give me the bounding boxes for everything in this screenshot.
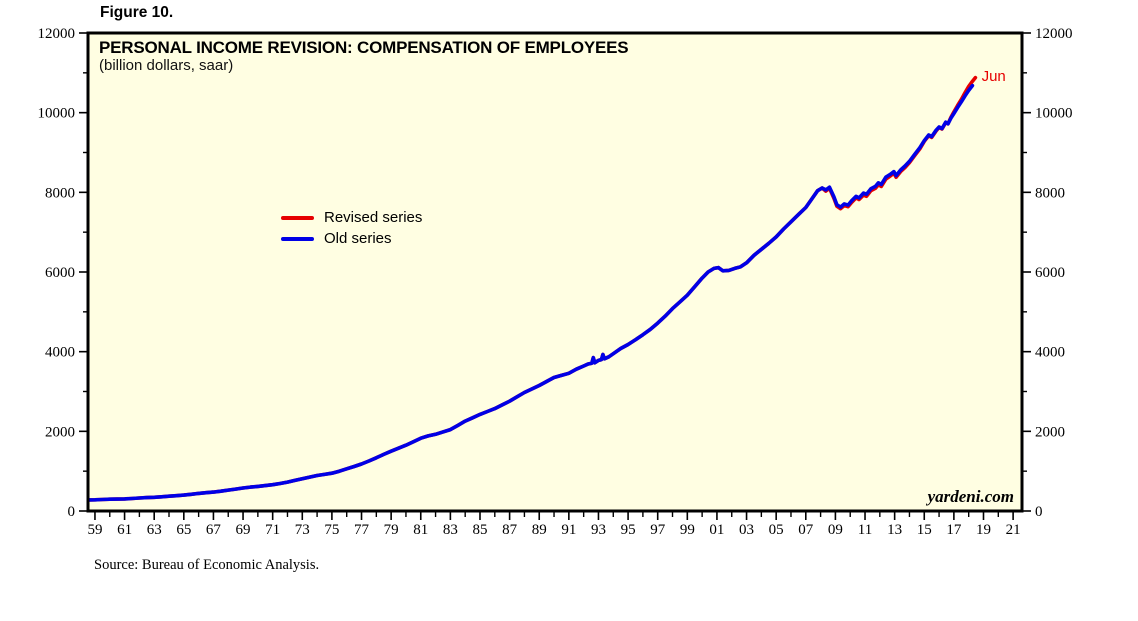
svg-text:73: 73	[295, 522, 310, 538]
svg-text:0: 0	[68, 504, 76, 520]
chart-subtitle: (billion dollars, saar)	[99, 57, 234, 74]
svg-text:77: 77	[354, 522, 370, 538]
svg-text:71: 71	[265, 522, 280, 538]
svg-text:05: 05	[769, 522, 784, 538]
svg-text:8000: 8000	[1035, 185, 1065, 201]
svg-text:12000: 12000	[1035, 26, 1073, 42]
svg-text:2000: 2000	[1035, 424, 1065, 440]
old-series-line-swatch	[281, 236, 314, 241]
svg-text:8000: 8000	[45, 185, 75, 201]
svg-text:17: 17	[946, 522, 962, 538]
svg-text:97: 97	[650, 522, 666, 538]
svg-text:15: 15	[917, 522, 932, 538]
svg-text:6000: 6000	[1035, 265, 1065, 281]
svg-text:10000: 10000	[1035, 106, 1073, 122]
svg-text:69: 69	[236, 522, 251, 538]
svg-text:07: 07	[798, 522, 814, 538]
yardeni-watermark: yardeni.com	[927, 487, 1014, 506]
svg-text:85: 85	[472, 522, 487, 538]
legend-label-revised-series: Revised series	[324, 209, 423, 226]
svg-text:6000: 6000	[45, 265, 75, 281]
jun-end-point-annotation: Jun	[981, 67, 1006, 85]
figure-label: Figure 10.	[100, 4, 174, 21]
svg-text:67: 67	[206, 522, 222, 538]
svg-text:4000: 4000	[1035, 345, 1065, 361]
svg-text:65: 65	[176, 522, 191, 538]
svg-text:95: 95	[621, 522, 636, 538]
svg-text:81: 81	[413, 522, 428, 538]
svg-text:01: 01	[709, 522, 724, 538]
svg-text:89: 89	[532, 522, 547, 538]
legend: Revised series Old series	[281, 209, 422, 251]
chart-title: PERSONAL INCOME REVISION: COMPENSATION O…	[99, 38, 629, 57]
svg-text:19: 19	[976, 522, 991, 538]
svg-text:99: 99	[680, 522, 695, 538]
legend-item-revised-series: Revised series	[281, 209, 422, 226]
svg-text:13: 13	[887, 522, 902, 538]
svg-text:61: 61	[117, 522, 132, 538]
svg-text:91: 91	[561, 522, 576, 538]
svg-text:12000: 12000	[38, 26, 76, 42]
svg-text:10000: 10000	[38, 106, 76, 122]
svg-text:09: 09	[828, 522, 843, 538]
svg-text:59: 59	[87, 522, 102, 538]
svg-text:0: 0	[1035, 504, 1043, 520]
svg-text:21: 21	[1006, 522, 1021, 538]
svg-text:79: 79	[384, 522, 399, 538]
svg-text:2000: 2000	[45, 424, 75, 440]
legend-item-old-series: Old series	[281, 230, 422, 247]
revised-series-line-swatch	[281, 215, 314, 220]
svg-text:11: 11	[858, 522, 872, 538]
svg-text:63: 63	[147, 522, 162, 538]
svg-text:75: 75	[324, 522, 339, 538]
svg-text:93: 93	[591, 522, 606, 538]
svg-text:03: 03	[739, 522, 754, 538]
svg-text:83: 83	[443, 522, 458, 538]
legend-label-old-series: Old series	[324, 230, 392, 247]
source-note: Source: Bureau of Economic Analysis.	[94, 557, 320, 573]
svg-text:4000: 4000	[45, 345, 75, 361]
svg-text:87: 87	[502, 522, 518, 538]
